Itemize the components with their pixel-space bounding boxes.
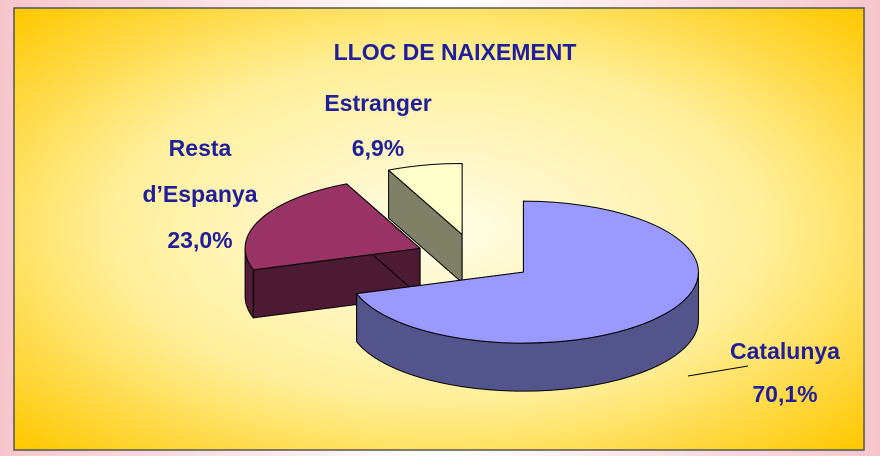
slice-value-label: 6,9% [352,135,404,161]
slice [388,163,463,236]
leader-line [687,365,749,377]
chart-title: LLOC DE NAIXEMENT [334,39,577,65]
slice-label: Estranger [324,90,431,116]
pie [244,163,699,392]
slice [244,183,421,271]
slice-label: Resta d’Espanya [142,135,257,207]
slice-value-label: 70,1% [752,381,817,407]
slice-label: Catalunya [730,338,840,364]
slice [356,200,699,344]
slice-value-label: 23,0% [167,227,232,253]
